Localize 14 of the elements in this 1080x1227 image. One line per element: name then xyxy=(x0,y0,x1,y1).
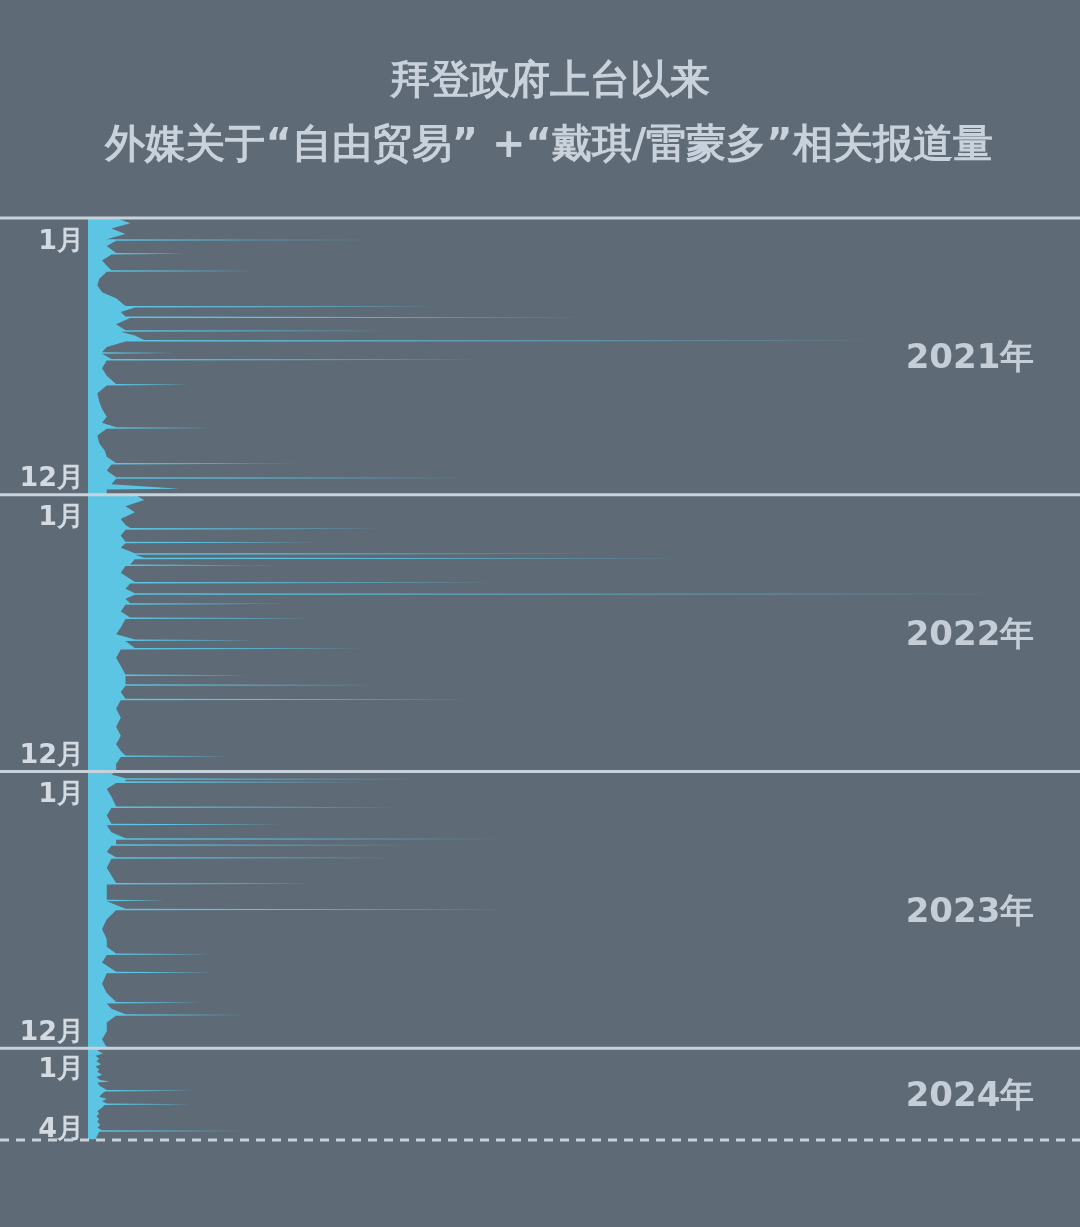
chart-title: 拜登政府上台以来 xyxy=(390,56,710,102)
y-tick-label: 1月 xyxy=(38,777,84,809)
y-tick-label: 12月 xyxy=(19,1014,84,1046)
y-tick-label: 12月 xyxy=(19,737,84,769)
series-label: 2023年 xyxy=(905,889,1035,930)
series-label: 2021年 xyxy=(905,336,1035,376)
chart-subtitle: 外媒关于“自由贸易” +“戴琪/雷蒙多”相关报道量 xyxy=(105,120,993,166)
y-tick-label: 4月 xyxy=(38,1112,84,1144)
y-tick-label: 1月 xyxy=(38,223,84,255)
y-tick-label: 1月 xyxy=(38,1052,84,1084)
y-tick-label: 12月 xyxy=(19,461,84,493)
series-label: 2022年 xyxy=(905,612,1035,653)
series-label: 2024年 xyxy=(905,1073,1035,1114)
y-tick-label: 1月 xyxy=(38,500,84,532)
